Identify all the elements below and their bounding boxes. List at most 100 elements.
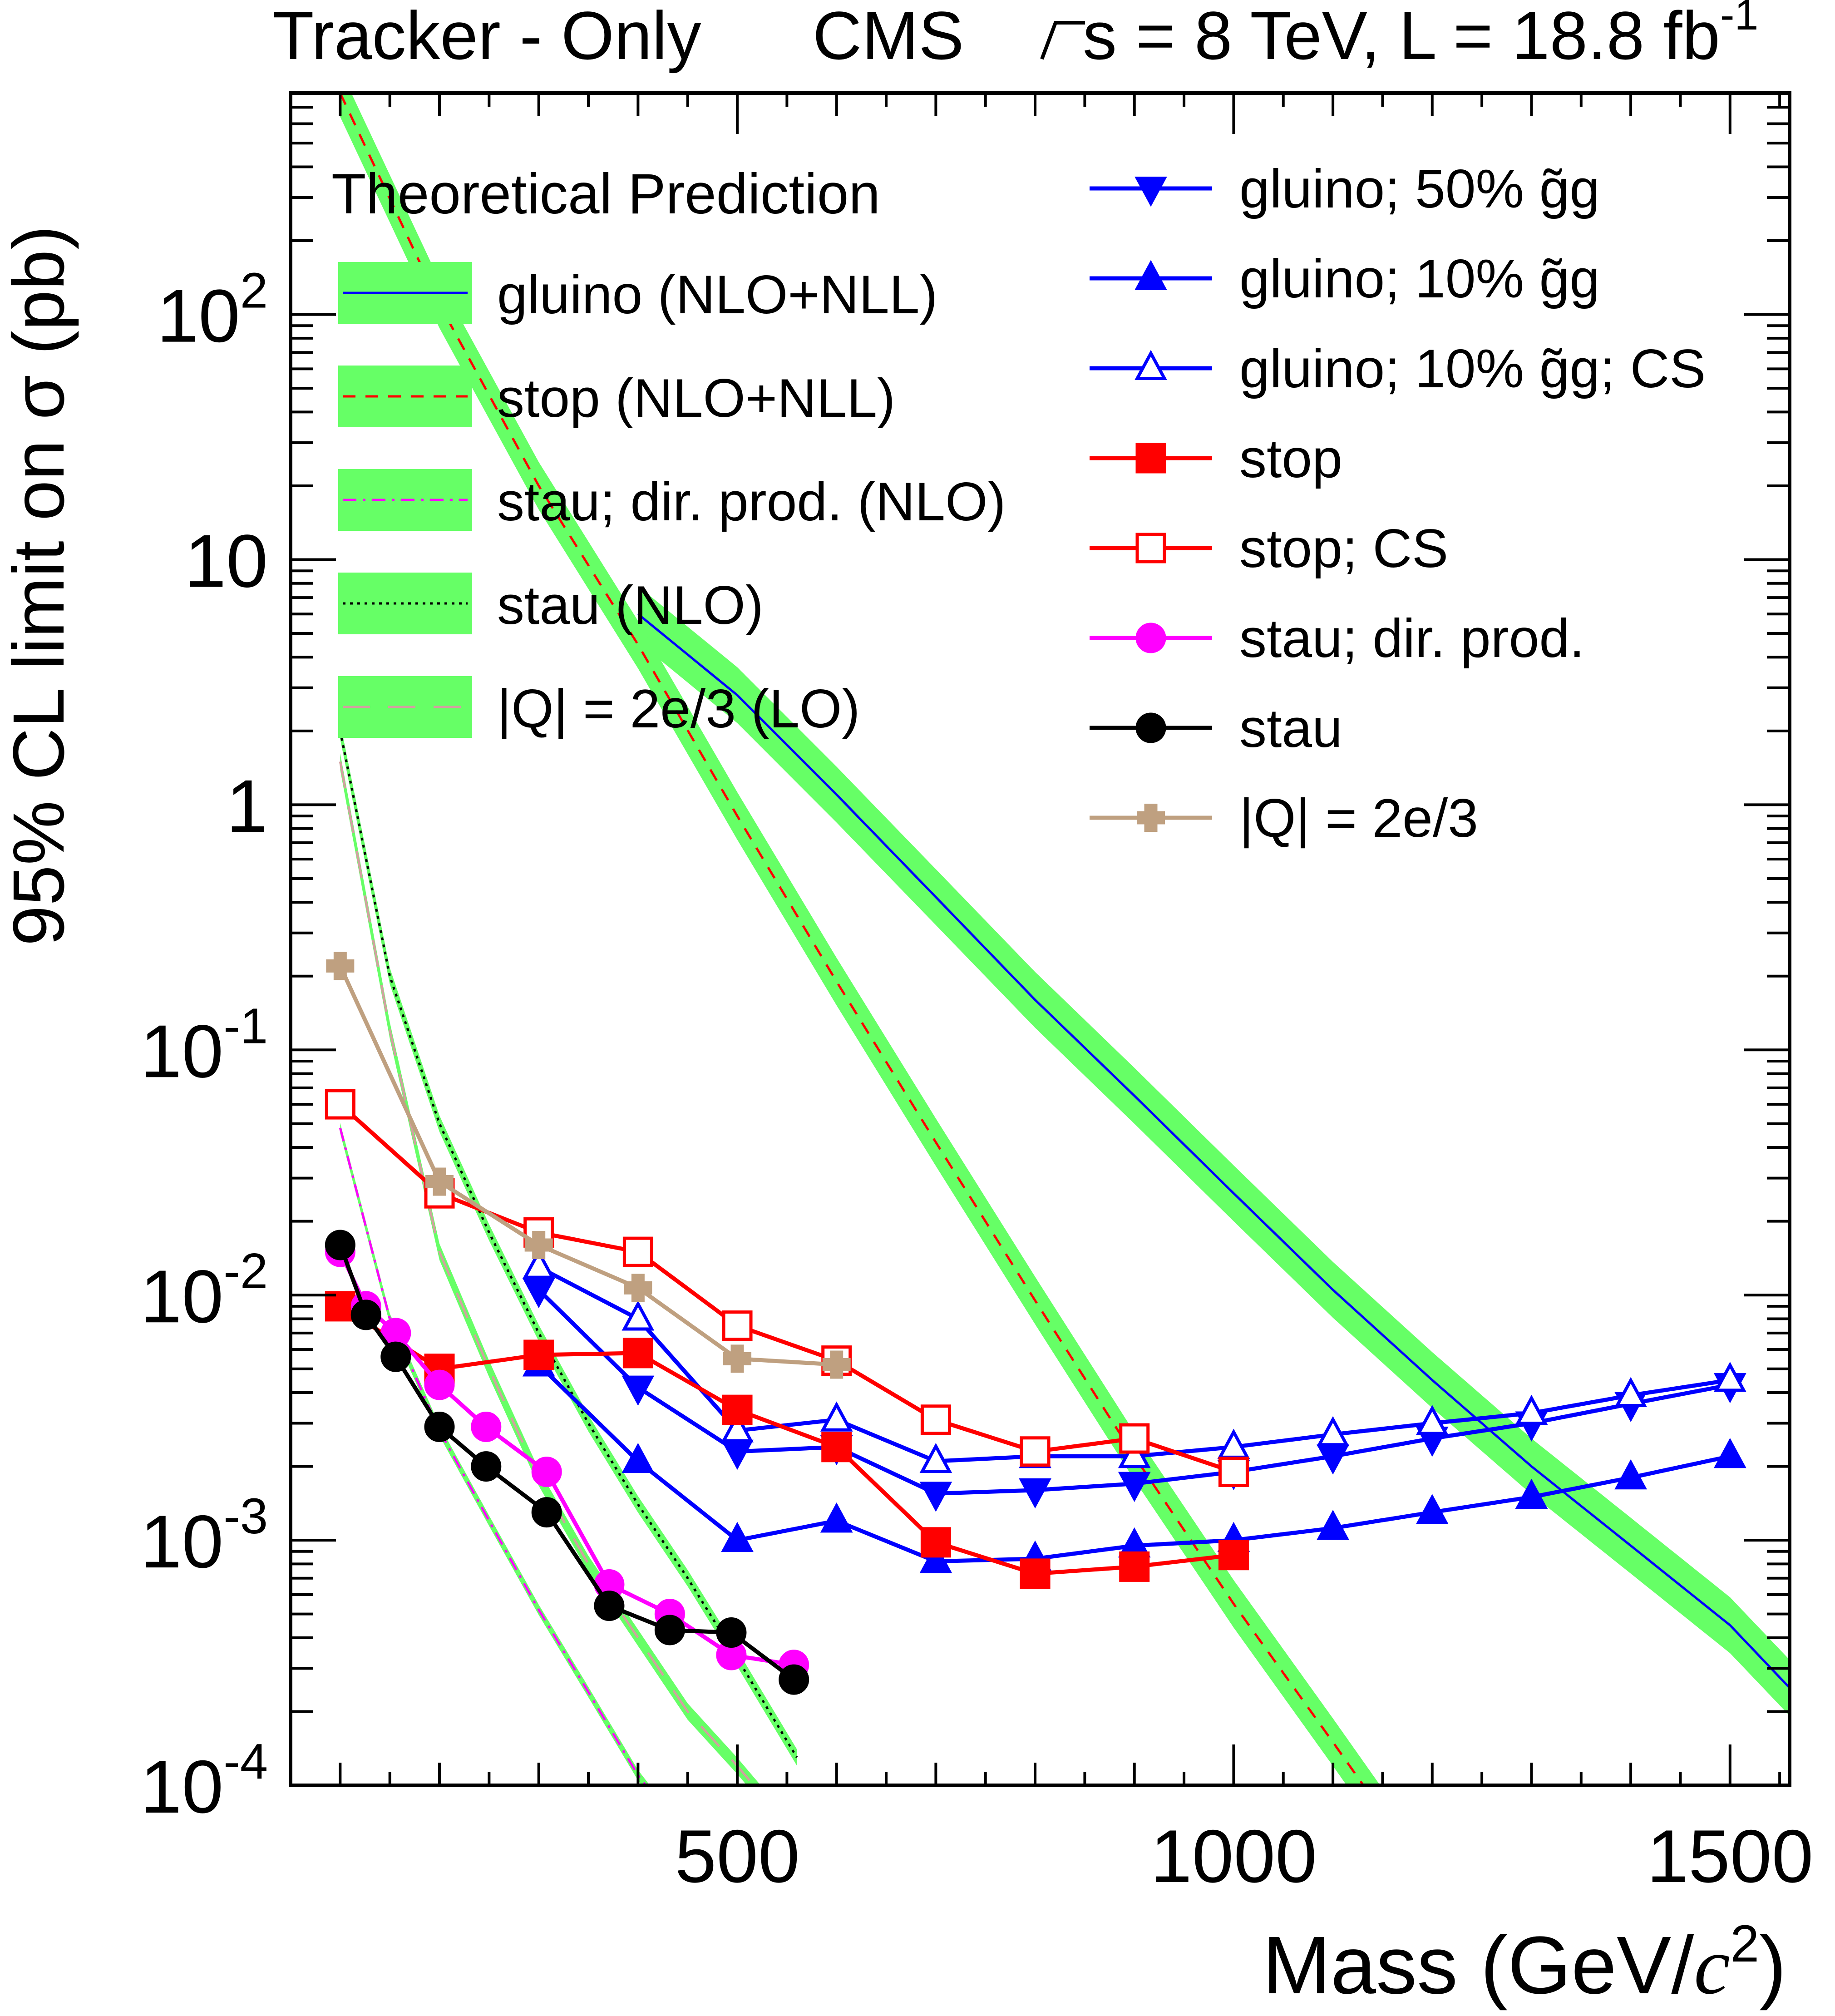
series-6-point [779,1664,809,1695]
series-1-point [1614,1459,1647,1490]
theory-line-1 [339,93,1365,1785]
series-0-point [721,1439,754,1470]
series-5-point [424,1369,455,1400]
axes: 500 1000 1500 102 10 1 10-1 10-2 10-3 10-4 [140,92,1813,1898]
series-1-point [1416,1494,1449,1524]
series-1-point [1713,1438,1746,1468]
y-tick-label: 10-1 [140,998,268,1093]
legend-series-label: gluino; 50% g̃g [1239,158,1600,219]
series-line-6 [338,1244,795,1681]
series-2-point [522,1249,555,1279]
series-6-point [380,1341,411,1372]
theory-line-4 [339,761,755,1785]
series-2-point [919,1443,952,1473]
legend-theory-label: gluino (NLO+NLL) [497,264,938,325]
series-6-point [654,1615,685,1645]
series-3-point [1020,1558,1051,1589]
legend-series-label: gluino; 10% g̃g [1239,248,1600,309]
series-line-7 [338,965,837,1367]
series-2-point [1118,1438,1151,1468]
x-tick-label: 1500 [1647,1814,1813,1898]
series-0-point [622,1375,655,1406]
series-0-point [522,1278,555,1309]
series-6-point [531,1497,562,1528]
legend-series-marker [1135,260,1167,290]
series-4-point [1020,1436,1051,1467]
theory-bands [340,93,1790,1785]
theory-band-0 [638,586,1790,1716]
legend-theory-title: Theoretical Prediction [331,163,880,226]
series-2-point [721,1412,754,1443]
series-3-point [722,1394,753,1425]
legend-series-label: stop [1239,428,1342,489]
x-tick-label: 500 [675,1814,799,1898]
series-7-point [524,1230,553,1259]
series-4-point [1218,1457,1249,1487]
y-tick-label: 1 [226,764,268,848]
series-1-point [820,1502,853,1533]
sqrt-sign [1040,21,1085,60]
legend-theory: Theoretical Prediction gluino (NLO+NLL) s… [331,163,1006,739]
series-4-point [722,1310,753,1341]
limit-series [325,952,1746,1695]
legend-series: gluino; 50% g̃g gluino; 10% g̃g gluino; 10… [1090,158,1706,849]
series-5-point [531,1457,562,1487]
series-2-point [1515,1394,1548,1425]
legend-theory-label: stau; dir. prod. (NLO) [497,471,1006,532]
series-1-point [1515,1478,1548,1509]
legend-series-marker [1135,443,1166,474]
y-tick-label: 102 [157,263,268,358]
series-4-point [920,1404,951,1435]
legend-theory-swatch [338,366,472,427]
legend-theory-label: stop (NLO+NLL) [497,368,895,429]
series-2-point [1713,1362,1746,1392]
lumi-exponent: -1 [1720,0,1758,39]
series-1-point [1317,1510,1349,1540]
legend-series-label: gluino; 10% g̃g; CS [1239,338,1706,399]
header-energy: s = 8 TeV, L = 18.8 fb-1 [1083,0,1758,74]
legend-theory-swatch [338,573,472,634]
legend-series-label: |Q| = 2e/3 [1239,788,1478,849]
series-3-point [622,1338,653,1369]
theory-line-0 [637,613,1790,1689]
series-4-point [325,1089,355,1120]
series-3-point [325,1291,355,1322]
series-7-point [326,952,355,980]
series-3-point [1119,1551,1150,1582]
y-tick-label: 10-2 [140,1243,268,1338]
legend-theory-label: stau (NLO) [497,575,764,636]
legend-series-marker [1135,177,1167,207]
x-tick-label: 1000 [1150,1814,1317,1898]
y-tick-label: 10-3 [140,1488,268,1583]
legend-series-marker [1135,350,1167,380]
series-1-point [622,1443,655,1473]
theory-band-4 [340,753,761,1785]
theory-line-3 [339,731,798,1758]
series-6-point [716,1617,747,1648]
series-7-point [723,1344,752,1373]
series-3-point [920,1527,951,1558]
series-0-point [1019,1478,1051,1509]
legend-series-label: stau [1239,698,1342,759]
series-7-point [822,1350,851,1379]
series-0-point [919,1482,952,1512]
series-3-point [1218,1540,1249,1571]
series-2-point [1317,1416,1349,1447]
header-experiment: CMS [813,0,964,74]
header-left: Tracker - Only [272,0,701,74]
series-0-point [1118,1472,1151,1502]
series-1-point [919,1543,952,1573]
legend-series-marker [1137,804,1165,832]
series-3-point [523,1339,554,1370]
series-4-point [622,1236,653,1267]
theory-band-3 [340,722,797,1766]
series-2-point [1416,1405,1449,1435]
series-1-point [721,1522,754,1552]
series-2-point [622,1300,655,1331]
series-3-point [821,1432,852,1463]
legend-series-marker [1135,623,1166,653]
series-6-point [424,1411,455,1442]
legend-series-label: stau; dir. prod. [1239,608,1584,669]
series-5-point [471,1411,502,1442]
